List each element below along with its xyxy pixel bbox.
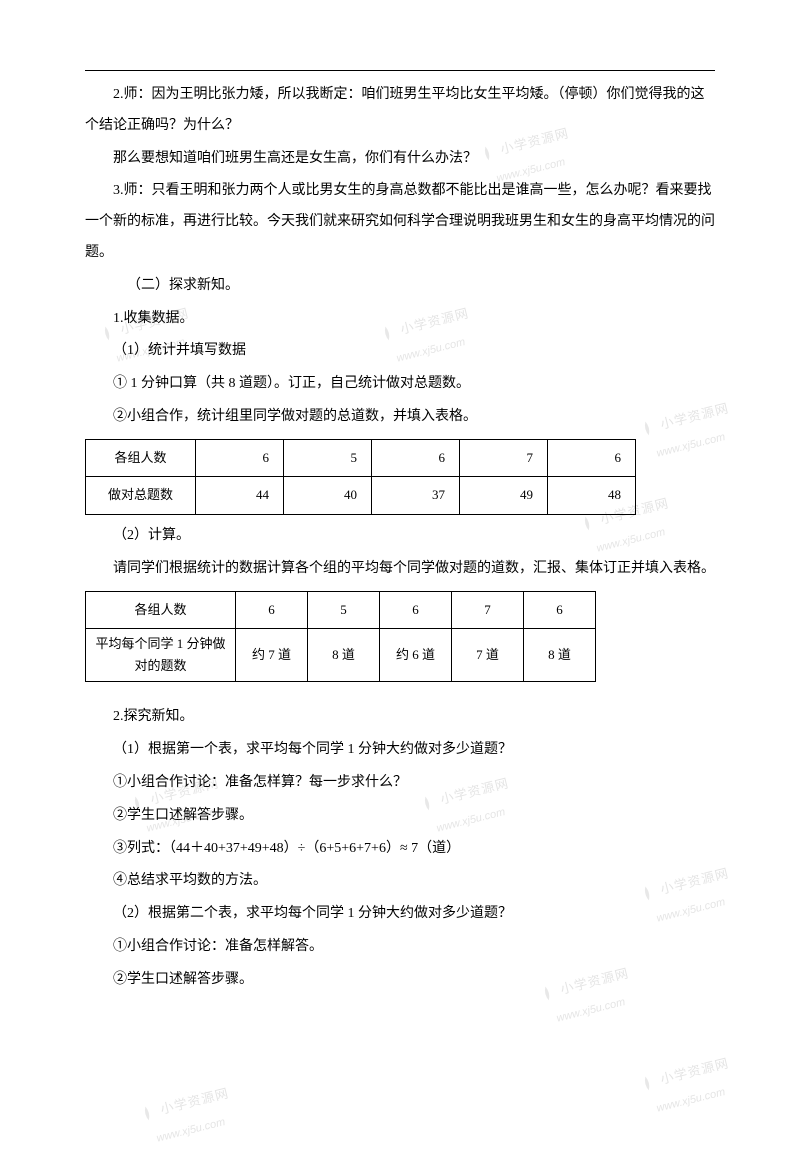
paragraph: ① 1 分钟口算（共 8 道题）。订正，自己统计做对总题数。 (85, 369, 715, 400)
table-cell: 40 (284, 477, 372, 515)
table-header-cell: 各组人数 (86, 439, 196, 477)
table-cell: 5 (308, 591, 380, 629)
table-cell: 6 (236, 591, 308, 629)
table-cell: 7 道 (452, 629, 524, 682)
leaf-icon (136, 1103, 158, 1125)
section-heading: （二）探求新知。 (85, 271, 715, 302)
table-row: 平均每个同学 1 分钟做对的题数 约 7 道 8 道 约 6 道 7 道 8 道 (86, 629, 596, 682)
paragraph: ②学生口述解答步骤。 (85, 965, 715, 996)
table-row: 各组人数 6 5 6 7 6 (86, 591, 596, 629)
table-cell: 6 (372, 439, 460, 477)
table-header-cell: 做对总题数 (86, 477, 196, 515)
table-cell: 约 7 道 (236, 629, 308, 682)
table-header-cell: 平均每个同学 1 分钟做对的题数 (86, 629, 236, 682)
table-group-totals: 各组人数 6 5 6 7 6 做对总题数 44 40 37 49 48 (85, 439, 636, 515)
table-cell: 8 道 (524, 629, 596, 682)
paragraph: （2）根据第二个表，求平均每个同学 1 分钟大约做对多少道题？ (85, 899, 715, 930)
paragraph: （2）计算。 (85, 521, 715, 552)
table-cell: 7 (452, 591, 524, 629)
table-cell: 6 (548, 439, 636, 477)
table-row: 各组人数 6 5 6 7 6 (86, 439, 636, 477)
table-cell: 37 (372, 477, 460, 515)
document-body: 2.师：因为王明比张力矮，所以我断定：咱们班男生平均比女生平均矮。（停顿）你们觉… (85, 80, 715, 996)
table-cell: 48 (548, 477, 636, 515)
table-cell: 6 (524, 591, 596, 629)
table-header-cell: 各组人数 (86, 591, 236, 629)
table-cell: 49 (460, 477, 548, 515)
leaf-icon (636, 1073, 658, 1095)
table-cell: 6 (380, 591, 452, 629)
paragraph: 2.师：因为王明比张力矮，所以我断定：咱们班男生平均比女生平均矮。（停顿）你们觉… (85, 80, 715, 142)
table-cell: 7 (460, 439, 548, 477)
table-group-averages: 各组人数 6 5 6 7 6 平均每个同学 1 分钟做对的题数 约 7 道 8 … (85, 591, 596, 683)
table-cell: 约 6 道 (380, 629, 452, 682)
table-cell: 6 (196, 439, 284, 477)
table-cell: 44 (196, 477, 284, 515)
paragraph: 请同学们根据统计的数据计算各个组的平均每个同学做对题的道数，汇报、集体订正并填入… (85, 554, 715, 585)
paragraph: ②小组合作，统计组里同学做对题的总道数，并填入表格。 (85, 402, 715, 433)
paragraph: ②学生口述解答步骤。 (85, 801, 715, 832)
watermark: 小学资源网 www.xj5u.com (135, 1080, 238, 1153)
watermark: 小学资源网 www.xj5u.com (635, 1050, 738, 1124)
paragraph: ①小组合作讨论：准备怎样算？每一步求什么？ (85, 768, 715, 799)
header-rule (85, 70, 715, 71)
paragraph: 那么要想知道咱们班男生高还是女生高，你们有什么办法？ (85, 144, 715, 175)
table-row: 做对总题数 44 40 37 49 48 (86, 477, 636, 515)
paragraph: 1.收集数据。 (85, 304, 715, 335)
paragraph: 3.师：只看王明和张力两个人或比男女生的身高总数都不能比出是谁高一些，怎么办呢？… (85, 176, 715, 268)
paragraph: 2.探究新知。 (85, 702, 715, 733)
paragraph: （1）根据第一个表，求平均每个同学 1 分钟大约做对多少道题？ (85, 735, 715, 766)
table-cell: 5 (284, 439, 372, 477)
paragraph: ④总结求平均数的方法。 (85, 866, 715, 897)
paragraph: ①小组合作讨论：准备怎样解答。 (85, 932, 715, 963)
table-cell: 8 道 (308, 629, 380, 682)
paragraph: （1）统计并填写数据 (85, 336, 715, 367)
paragraph: ③列式：（44＋40+37+49+48）÷（6+5+6+7+6）≈ 7（道） (85, 834, 715, 865)
